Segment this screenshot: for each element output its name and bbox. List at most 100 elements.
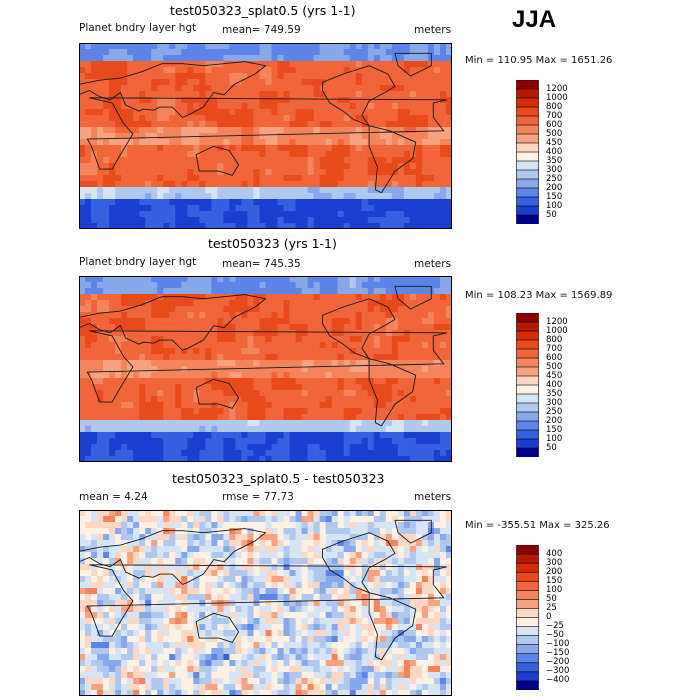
colorbar-swatch bbox=[516, 330, 539, 341]
colorbar-tick-label: 1000 bbox=[546, 92, 568, 103]
colorbar-swatch bbox=[516, 169, 539, 180]
colorbar-tick-label: 600 bbox=[546, 119, 563, 130]
colorbar-tick-label: 300 bbox=[546, 164, 563, 175]
colorbar-tick-label: 50 bbox=[546, 593, 557, 604]
colorbar bbox=[516, 545, 539, 690]
colorbar-tick-label: 100 bbox=[546, 584, 563, 595]
colorbar-swatch bbox=[516, 644, 539, 655]
colorbar-tick-label: 0 bbox=[546, 612, 552, 622]
colorbar-tick-label: 400 bbox=[546, 379, 563, 390]
colorbar-tick-label: −150 bbox=[546, 648, 570, 659]
variable-label: Planet bndry layer hgt bbox=[79, 22, 197, 34]
colorbar-swatch bbox=[516, 133, 539, 144]
rmse-label: rmse = 77.73 bbox=[222, 491, 294, 503]
colorbar-tick-label: 25 bbox=[546, 602, 557, 613]
colorbar-swatch bbox=[516, 187, 539, 198]
colorbar-tick-label: 1200 bbox=[546, 316, 568, 327]
colorbar-swatch bbox=[516, 590, 539, 600]
colorbar-tick-label: 50 bbox=[546, 442, 557, 453]
colorbar-swatch bbox=[516, 375, 539, 386]
colorbar-tick-label: 400 bbox=[546, 146, 563, 157]
colorbar-swatch bbox=[516, 599, 539, 610]
colorbar-swatch bbox=[516, 626, 539, 637]
colorbar-swatch bbox=[516, 348, 539, 359]
colorbar-swatch bbox=[516, 411, 539, 422]
colorbar-swatch bbox=[516, 339, 539, 350]
colorbar-tick-label: 200 bbox=[546, 182, 563, 193]
panel-title: test050323_splat0.5 (yrs 1-1) bbox=[170, 3, 356, 18]
colorbar-tick-label: 700 bbox=[546, 343, 563, 354]
colorbar-swatch bbox=[516, 447, 539, 457]
colorbar-swatch bbox=[516, 366, 539, 377]
mean-label: mean= 745.35 bbox=[222, 258, 301, 270]
colorbar bbox=[516, 313, 539, 457]
colorbar-swatch bbox=[516, 562, 539, 573]
colorbar bbox=[516, 80, 539, 224]
colorbar-tick-label: −50 bbox=[546, 630, 564, 641]
colorbar-swatch bbox=[516, 97, 539, 108]
colorbar-tick-label: 150 bbox=[546, 191, 563, 202]
colorbar-swatch bbox=[516, 106, 539, 117]
colorbar-swatch bbox=[516, 571, 539, 582]
colorbar-tick-label: 600 bbox=[546, 352, 563, 363]
min-max-label: Min = 108.23 Max = 1569.89 bbox=[465, 290, 613, 301]
colorbar-tick-label: 350 bbox=[546, 155, 563, 166]
colorbar-swatch bbox=[516, 420, 539, 431]
colorbar-tick-label: 1000 bbox=[546, 325, 568, 336]
season-label: JJA bbox=[512, 6, 557, 33]
colorbar-tick-label: 1200 bbox=[546, 83, 568, 94]
colorbar-swatch bbox=[516, 142, 539, 153]
colorbar-swatch bbox=[516, 313, 539, 323]
colorbar-swatch bbox=[516, 553, 539, 564]
min-max-label: Min = 110.95 Max = 1651.26 bbox=[465, 55, 613, 66]
panel-title: test050323_splat0.5 - test050323 bbox=[172, 471, 385, 486]
colorbar-swatch bbox=[516, 617, 539, 628]
colorbar-tick-label: 500 bbox=[546, 361, 563, 372]
units-label: meters bbox=[414, 258, 452, 270]
colorbar-tick-label: 50 bbox=[546, 209, 557, 220]
coastlines bbox=[79, 285, 447, 427]
colorbar-swatch bbox=[516, 653, 539, 664]
colorbar-tick-label: 800 bbox=[546, 101, 563, 112]
colorbar-tick-label: 800 bbox=[546, 334, 563, 345]
coastlines bbox=[79, 519, 447, 661]
colorbar-tick-label: 250 bbox=[546, 406, 563, 417]
colorbar-tick-label: 400 bbox=[546, 548, 563, 559]
colorbar-swatch bbox=[516, 205, 539, 216]
colorbar-swatch bbox=[516, 151, 539, 162]
colorbar-tick-label: −25 bbox=[546, 621, 564, 632]
colorbar-swatch bbox=[516, 321, 539, 332]
colorbar-tick-label: 150 bbox=[546, 424, 563, 435]
colorbar-tick-label: −200 bbox=[546, 657, 570, 668]
colorbar-swatch bbox=[516, 662, 539, 673]
colorbar-tick-label: 300 bbox=[546, 397, 563, 408]
mean-label: mean = 4.24 bbox=[79, 491, 148, 503]
colorbar-swatch bbox=[516, 80, 539, 90]
colorbar-tick-label: 350 bbox=[546, 388, 563, 399]
colorbar-swatch bbox=[516, 214, 539, 224]
mean-label: mean= 749.59 bbox=[222, 24, 301, 36]
map-panel bbox=[79, 510, 452, 696]
colorbar-swatch bbox=[516, 429, 539, 440]
colorbar-tick-label: 250 bbox=[546, 173, 563, 184]
map-panel bbox=[79, 43, 452, 229]
colorbar-tick-label: 450 bbox=[546, 370, 563, 381]
panel-title: test050323 (yrs 1-1) bbox=[208, 236, 337, 251]
colorbar-tick-label: 200 bbox=[546, 566, 563, 577]
colorbar-tick-label: 450 bbox=[546, 137, 563, 148]
colorbar-tick-label: −100 bbox=[546, 639, 570, 650]
colorbar-swatch bbox=[516, 384, 539, 395]
colorbar-swatch bbox=[516, 124, 539, 135]
map-panel bbox=[79, 276, 452, 462]
colorbar-tick-label: −400 bbox=[546, 675, 570, 686]
colorbar-tick-label: 200 bbox=[546, 415, 563, 426]
colorbar-tick-label: 700 bbox=[546, 110, 563, 121]
colorbar-swatch bbox=[516, 635, 539, 646]
colorbar-swatch bbox=[516, 438, 539, 449]
min-max-label: Min = -355.51 Max = 325.26 bbox=[465, 520, 610, 531]
colorbar-swatch bbox=[516, 680, 539, 690]
colorbar-swatch bbox=[516, 160, 539, 171]
colorbar-tick-label: 500 bbox=[546, 128, 563, 139]
colorbar-tick-label: 100 bbox=[546, 200, 563, 211]
coastlines bbox=[79, 52, 447, 194]
